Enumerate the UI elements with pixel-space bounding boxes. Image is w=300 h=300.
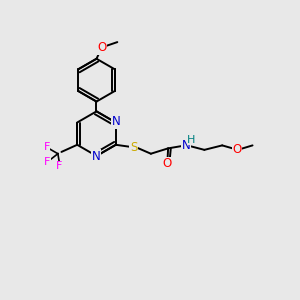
Text: O: O [97, 41, 106, 54]
Text: F: F [56, 161, 62, 171]
Text: F: F [44, 142, 50, 152]
Text: H: H [187, 135, 196, 145]
Text: N: N [92, 150, 100, 163]
Text: F: F [44, 157, 51, 167]
Text: S: S [130, 141, 137, 154]
Text: N: N [182, 139, 190, 152]
Text: N: N [112, 116, 121, 128]
Text: O: O [232, 143, 242, 156]
Text: O: O [162, 157, 171, 170]
